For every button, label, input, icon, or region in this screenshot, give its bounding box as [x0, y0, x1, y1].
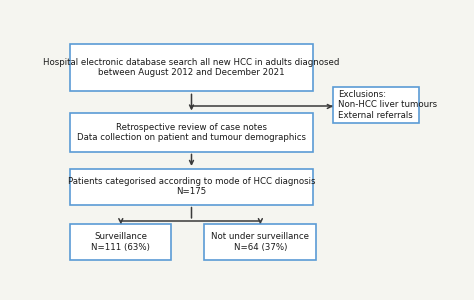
FancyBboxPatch shape [70, 44, 313, 92]
Text: Hospital electronic database search all new HCC in adults diagnosed
between Augu: Hospital electronic database search all … [43, 58, 340, 77]
FancyBboxPatch shape [70, 113, 313, 152]
FancyBboxPatch shape [70, 224, 171, 260]
Text: Patients categorised according to mode of HCC diagnosis
N=175: Patients categorised according to mode o… [68, 177, 315, 197]
Text: Surveillance
N=111 (63%): Surveillance N=111 (63%) [91, 232, 150, 252]
Text: Not under surveillance
N=64 (37%): Not under surveillance N=64 (37%) [211, 232, 310, 252]
Text: Retrospective review of case notes
Data collection on patient and tumour demogra: Retrospective review of case notes Data … [77, 123, 306, 142]
FancyBboxPatch shape [204, 224, 316, 260]
FancyBboxPatch shape [333, 87, 419, 123]
FancyBboxPatch shape [70, 169, 313, 205]
Text: Exclusions:
Non-HCC liver tumours
External referrals: Exclusions: Non-HCC liver tumours Extern… [338, 90, 438, 120]
